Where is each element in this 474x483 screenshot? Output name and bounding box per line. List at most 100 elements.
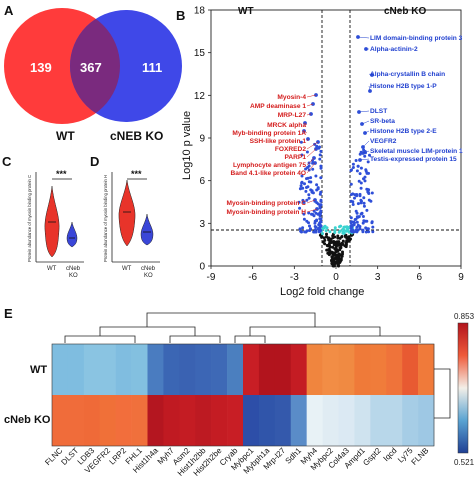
heatmap-cell-wt xyxy=(322,344,339,395)
volcano-point xyxy=(318,212,322,216)
volcano-point xyxy=(327,242,331,246)
volcano-label-left: Myosin-4 xyxy=(277,94,306,101)
volcano-label-left: Lymphocyte antigen 75 xyxy=(233,162,306,169)
volcano-point xyxy=(327,236,331,240)
volcano-point xyxy=(318,204,322,208)
volcano-leader-left xyxy=(306,113,312,116)
volcano-point xyxy=(360,199,363,203)
panel-label-b: B xyxy=(176,8,185,23)
violin-plot-d: Protein abundance of myosin binding prot… xyxy=(103,169,160,279)
volcano-leader-left xyxy=(306,157,315,166)
volcano-y-tick-label: 6 xyxy=(199,176,205,187)
volcano-point xyxy=(300,153,304,157)
volcano-point xyxy=(361,215,365,218)
volcano-leader-right xyxy=(362,140,370,148)
heatmap-cell-ko xyxy=(67,395,85,446)
volcano-point xyxy=(325,232,328,236)
volcano-point xyxy=(358,194,362,198)
heatmap-cell-wt xyxy=(195,344,212,395)
volcano-point xyxy=(300,181,304,185)
volcano-point xyxy=(319,190,323,194)
volcano-point xyxy=(305,229,309,233)
volcano-x-ticks: -9 -6 -3 0 3 6 9 xyxy=(207,266,464,283)
volcano-point xyxy=(342,228,346,232)
volcano-point xyxy=(318,145,321,149)
volcano-point xyxy=(351,223,355,227)
volcano-point xyxy=(355,211,359,215)
volcano-group-right: cNeb KO xyxy=(384,6,426,17)
volcano-leader-left xyxy=(306,103,314,107)
volcano-label-left: AMP deaminase 1 xyxy=(250,103,306,110)
volcano-leader-left xyxy=(303,130,308,134)
volcano-point xyxy=(349,216,353,220)
heatmap-cell-ko xyxy=(402,395,419,446)
volcano-point xyxy=(298,206,302,210)
volcano-label-left: MRCK alpha xyxy=(267,122,306,129)
volcano-label-left: FOXRED2 xyxy=(275,146,306,153)
volcano-point xyxy=(349,237,352,241)
volcano-point xyxy=(366,191,370,194)
volcano-y-tick-label: 9 xyxy=(199,134,205,145)
volcano-xlabel: Log2 fold change xyxy=(280,286,364,298)
volcano-point xyxy=(302,201,306,204)
volcano-point xyxy=(307,193,311,197)
volcano-point xyxy=(323,224,327,228)
volcano-point xyxy=(317,230,321,234)
volcano-point xyxy=(337,240,341,244)
volcano-point xyxy=(308,224,311,228)
heatmap-cell-wt xyxy=(52,344,69,395)
volcano-point xyxy=(356,164,360,168)
volcano-y-tick-label: 3 xyxy=(199,219,205,230)
volcano-x-tick-label: -9 xyxy=(207,272,216,283)
volcano-label-right: Skeletal muscle LIM-protein 1 xyxy=(370,148,463,155)
volcano-point xyxy=(342,225,346,229)
volcano-point xyxy=(358,172,362,176)
volcano-leader-right xyxy=(358,110,370,113)
heatmap-cell-wt xyxy=(147,344,164,395)
volcano-point xyxy=(330,255,334,259)
volcano-label-right: DLST xyxy=(370,108,387,115)
venn-diagram: 139 367 111 WT cNEB KO xyxy=(4,8,182,143)
volcano-point xyxy=(364,230,368,234)
volcano-point xyxy=(309,176,313,180)
volcano-leader-left xyxy=(306,138,309,142)
volcano-point xyxy=(319,176,323,180)
volcano-y-tick-label: 18 xyxy=(194,6,206,17)
violin-c-significance: *** xyxy=(56,169,67,179)
volcano-point xyxy=(342,231,346,235)
volcano-point xyxy=(344,241,348,245)
volcano-point xyxy=(361,230,365,234)
volcano-x-tick-label: 0 xyxy=(333,272,339,283)
venn-overlap xyxy=(70,10,120,122)
volcano-point xyxy=(305,177,308,181)
volcano-point xyxy=(366,160,370,164)
volcano-point xyxy=(349,221,353,225)
heatmap-cell-ko xyxy=(115,395,132,446)
volcano-point xyxy=(319,149,323,153)
volcano-point xyxy=(314,230,318,234)
colorbar-min-label: 0.521 xyxy=(454,458,474,467)
volcano-point xyxy=(317,227,321,230)
heatmap-column-label: Iqcd xyxy=(382,446,399,463)
volcano-point xyxy=(331,236,335,240)
volcano-point xyxy=(366,188,370,192)
volcano-point xyxy=(303,182,306,186)
volcano-point xyxy=(370,220,374,224)
volcano-point xyxy=(353,196,356,200)
violin-d-significance: *** xyxy=(131,169,142,179)
volcano-label-left: PARP1 xyxy=(285,154,307,161)
venn-label-ko: cNEB KO xyxy=(110,129,163,143)
volcano-point xyxy=(331,257,335,261)
volcano-x-tick-label: 9 xyxy=(458,272,464,283)
volcano-point xyxy=(326,251,330,255)
heatmap-column-label: FLNC xyxy=(43,446,64,467)
heatmap-cell-ko xyxy=(243,395,260,446)
volcano-point xyxy=(338,225,341,229)
volcano-y-ticks: 0 3 6 9 12 15 18 xyxy=(194,6,211,273)
volcano-point xyxy=(311,191,315,195)
volcano-point xyxy=(367,171,370,175)
heatmap-cell-wt xyxy=(227,344,244,395)
heatmap-colorbar xyxy=(457,322,469,454)
volcano-point xyxy=(325,243,329,247)
